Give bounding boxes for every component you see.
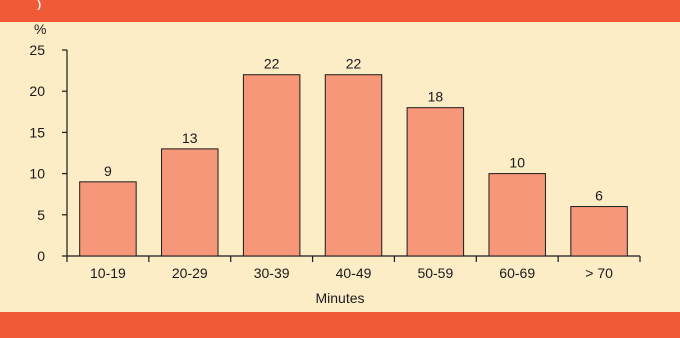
x-tick-label: 60-69 [499, 265, 535, 281]
y-tick-label: 25 [29, 42, 45, 58]
y-tick-label: 20 [29, 83, 45, 99]
x-tick-label: 50-59 [417, 265, 453, 281]
x-tick-label: > 70 [585, 265, 613, 281]
x-tick-label: 40-49 [336, 265, 372, 281]
y-ticks: 0 5 10 15 20 25 [29, 42, 67, 264]
bar-value-label: 10 [509, 155, 525, 171]
x-tick-label: 20-29 [172, 265, 208, 281]
y-tick-label: 0 [37, 248, 45, 264]
bottom-band [0, 312, 680, 338]
bar [489, 174, 545, 256]
bar-value-label: 22 [346, 56, 362, 72]
bar [571, 207, 627, 256]
bar-value-label: 6 [595, 188, 603, 204]
bar-value-label: 22 [264, 56, 280, 72]
bar [80, 182, 136, 256]
x-tick-label: 10-19 [90, 265, 126, 281]
x-axis-title: Minutes [315, 290, 364, 306]
y-tick-label: 10 [29, 166, 45, 182]
bars: 9 13 22 22 18 10 6 [80, 56, 628, 256]
bar-chart: % Minutes 9 13 22 22 18 10 6 0 5 10 15 20 25 10-19 2… [0, 0, 680, 312]
bar [162, 149, 218, 256]
bar [243, 75, 299, 256]
x-ticks: 10-19 20-29 30-39 40-49 50-59 60-69 > 70 [67, 256, 640, 281]
bar-value-label: 9 [104, 163, 112, 179]
y-axis-unit-label: % [34, 21, 46, 37]
bar-value-label: 13 [182, 130, 198, 146]
bar-value-label: 18 [428, 89, 444, 105]
y-tick-label: 15 [29, 124, 45, 140]
y-tick-label: 5 [37, 207, 45, 223]
bar [325, 75, 381, 256]
x-tick-label: 30-39 [254, 265, 290, 281]
bar [407, 108, 463, 256]
